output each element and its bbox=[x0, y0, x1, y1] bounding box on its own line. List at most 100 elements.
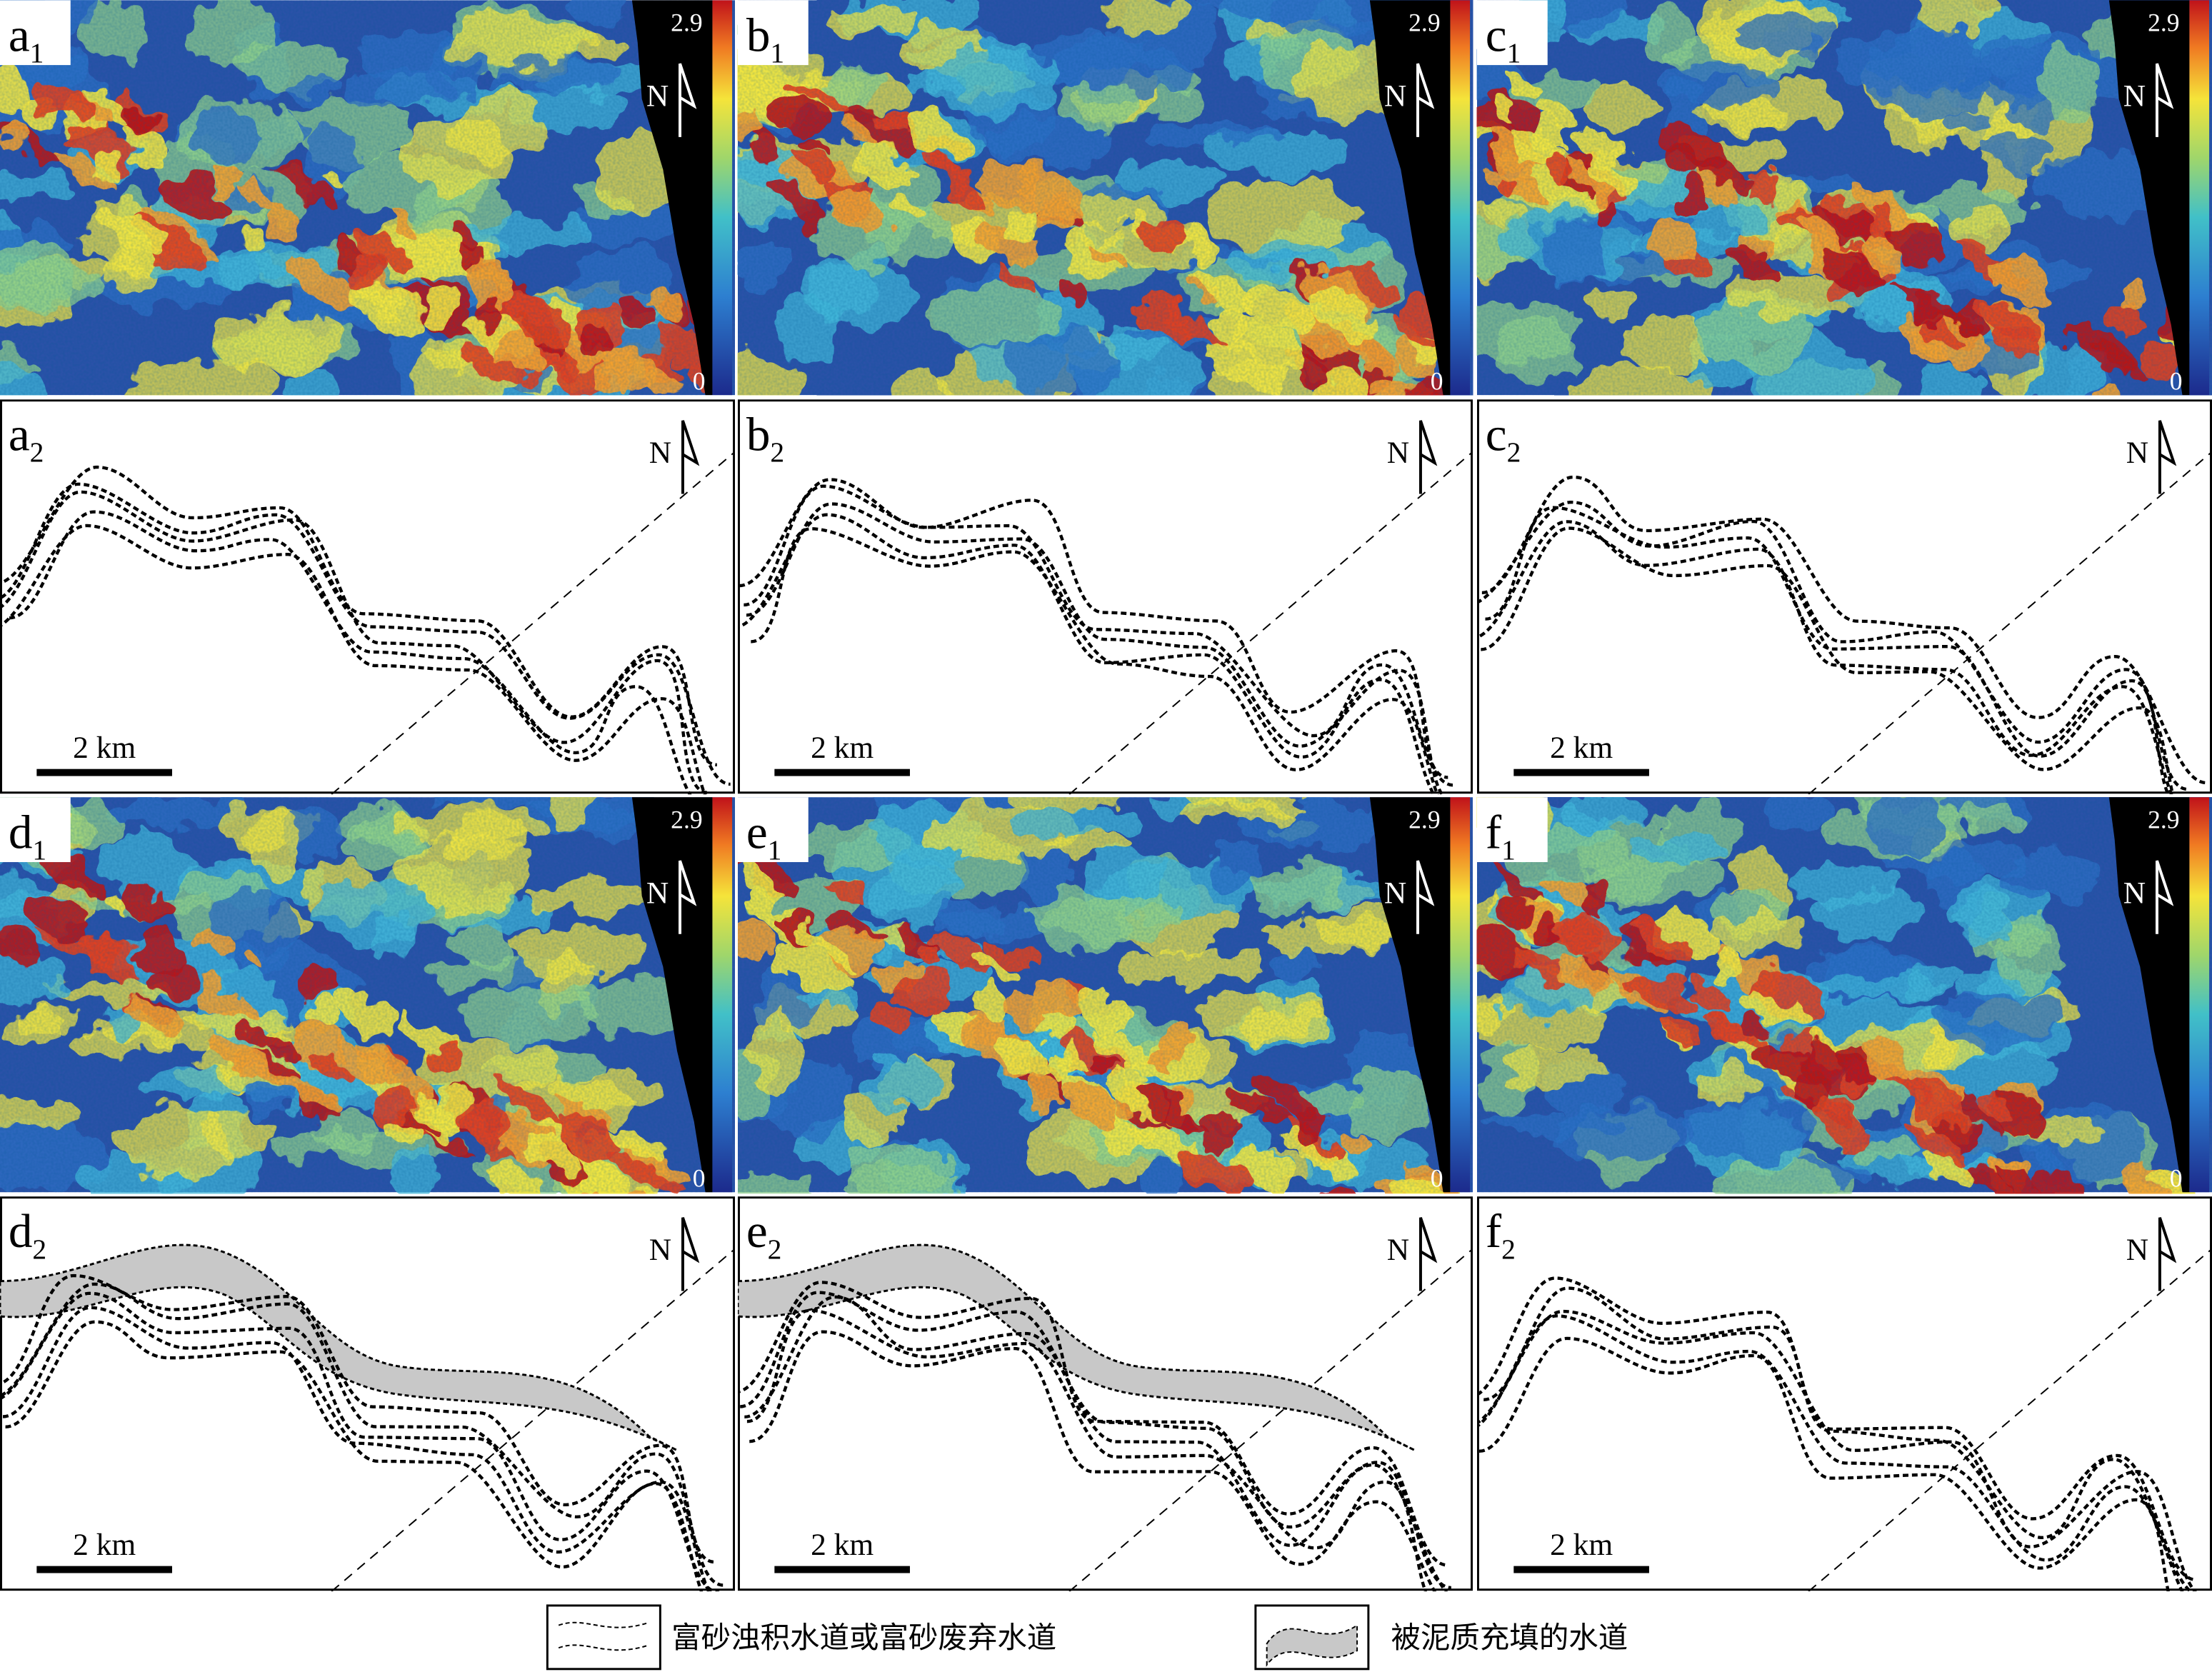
color-bar bbox=[1450, 0, 1471, 396]
channel-outline bbox=[2, 1306, 711, 1592]
panel-label: d1 bbox=[9, 805, 46, 866]
north-label: N bbox=[1384, 876, 1406, 910]
panel-label: e1 bbox=[746, 805, 782, 866]
color-bar-max: 2.9 bbox=[1408, 9, 1440, 37]
north-arrow bbox=[2155, 63, 2174, 137]
scale-bar bbox=[774, 1566, 910, 1573]
channel-outline bbox=[0, 490, 709, 794]
north-label: N bbox=[2123, 79, 2146, 113]
section-line bbox=[1808, 1249, 2211, 1592]
color-bar-min: 0 bbox=[1431, 1163, 1443, 1192]
north-arrow bbox=[2158, 1217, 2177, 1291]
scale-bar bbox=[1513, 769, 1649, 776]
sketch-background bbox=[1476, 1196, 2212, 1591]
north-label: N bbox=[2126, 436, 2148, 470]
map-grain bbox=[0, 797, 736, 1193]
channel-outline bbox=[1478, 1336, 2170, 1592]
section-line bbox=[331, 1249, 734, 1592]
color-bar bbox=[2189, 0, 2210, 396]
north-arrow bbox=[1416, 63, 1435, 137]
section-line bbox=[1808, 452, 2211, 795]
north-arrow bbox=[1418, 1217, 1438, 1291]
panel: d2 N 2 km bbox=[0, 1196, 736, 1592]
panel: 2.9 0 c1 N bbox=[1476, 0, 2212, 396]
channel-outline bbox=[744, 484, 1454, 787]
color-bar-max: 2.9 bbox=[671, 806, 702, 834]
north-label: N bbox=[646, 876, 669, 910]
label-box bbox=[0, 797, 71, 863]
north-arrow bbox=[2158, 420, 2177, 494]
channel-outline bbox=[746, 1308, 1428, 1592]
color-bar-min: 0 bbox=[2170, 366, 2183, 395]
north-arrow bbox=[1416, 860, 1435, 934]
map-grain bbox=[0, 0, 736, 396]
panel: c2 N 2 km bbox=[1476, 399, 2212, 795]
panel-label: f1 bbox=[1486, 805, 1516, 866]
label-box bbox=[1476, 0, 1548, 66]
north-label: N bbox=[646, 79, 669, 113]
channel-outline bbox=[751, 527, 1439, 795]
channel-outline bbox=[0, 524, 706, 795]
channel-outline bbox=[0, 1291, 720, 1592]
panel: 2.9 0 d1 N bbox=[0, 797, 736, 1194]
north-label: N bbox=[2126, 1233, 2148, 1267]
color-bar-max: 2.9 bbox=[671, 9, 702, 37]
sketch-background bbox=[0, 399, 736, 794]
label-box bbox=[737, 0, 809, 66]
panel-label: b2 bbox=[746, 407, 784, 468]
channel-outline bbox=[1476, 1276, 2196, 1582]
color-bar-max: 2.9 bbox=[1408, 806, 1440, 834]
label-box bbox=[0, 0, 71, 66]
channel-outline bbox=[746, 502, 1444, 795]
channel-outline bbox=[1476, 1314, 2184, 1592]
north-label: N bbox=[2123, 876, 2146, 910]
panel: f2 N 2 km bbox=[1476, 1196, 2212, 1592]
north-arrow bbox=[681, 420, 700, 494]
channel-outline bbox=[1483, 1286, 2193, 1592]
channel-outline bbox=[1481, 526, 2175, 795]
panel-label: a1 bbox=[9, 8, 44, 69]
channel-outline bbox=[9, 510, 692, 795]
panel-label: c2 bbox=[1486, 407, 1521, 468]
panel-label: a2 bbox=[9, 407, 44, 468]
color-bar bbox=[712, 797, 733, 1193]
legend-label: 富砂浊积水道或富砂废弃水道 bbox=[671, 1621, 1056, 1654]
color-bar bbox=[712, 0, 733, 396]
map-grain bbox=[737, 0, 1473, 396]
map-grain bbox=[737, 797, 1473, 1193]
north-arrow bbox=[1418, 420, 1438, 494]
channel-outline bbox=[0, 1273, 715, 1564]
panel: 2.9 0 a1 N bbox=[0, 0, 736, 396]
label-box bbox=[1476, 797, 1548, 863]
scale-bar bbox=[1513, 1566, 1649, 1573]
legend-label: 被泥质充填的水道 bbox=[1391, 1621, 1628, 1654]
panel-label: b1 bbox=[746, 8, 784, 69]
north-label: N bbox=[1387, 436, 1409, 470]
section-line bbox=[1069, 452, 1472, 795]
legend-symbol bbox=[1266, 1623, 1358, 1667]
section-line bbox=[1069, 1249, 1472, 1592]
map-grain bbox=[1476, 0, 2212, 396]
scale-label: 2 km bbox=[1550, 1528, 1613, 1562]
north-arrow bbox=[679, 63, 697, 137]
north-label: N bbox=[649, 436, 671, 470]
north-label: N bbox=[649, 1233, 671, 1267]
scale-label: 2 km bbox=[73, 731, 136, 765]
north-arrow bbox=[681, 1217, 700, 1291]
channel-outline bbox=[5, 1320, 704, 1592]
channel-outline bbox=[0, 465, 718, 767]
panel: b2 N 2 km bbox=[737, 399, 1473, 795]
scale-label: 2 km bbox=[1550, 731, 1613, 765]
scale-label: 2 km bbox=[811, 731, 874, 765]
color-bar bbox=[2189, 797, 2210, 1193]
sketch-background bbox=[1476, 399, 2212, 794]
mud-filled-channel bbox=[0, 1243, 678, 1451]
channel-outline bbox=[0, 482, 731, 786]
color-bar-min: 0 bbox=[693, 1163, 706, 1192]
legend: 富砂浊积水道或富砂废弃水道 被泥质充填的水道 bbox=[546, 1604, 1628, 1671]
map-grain bbox=[1476, 797, 2212, 1193]
color-bar-max: 2.9 bbox=[2148, 9, 2179, 37]
color-bar-max: 2.9 bbox=[2148, 806, 2179, 834]
panel: 2.9 0 f1 N bbox=[1476, 797, 2212, 1194]
